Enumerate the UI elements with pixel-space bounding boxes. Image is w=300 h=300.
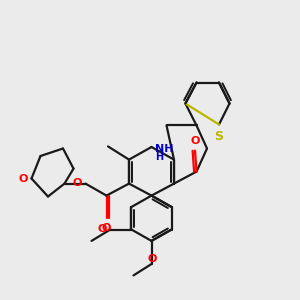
Text: S: S bbox=[214, 130, 224, 143]
Text: H: H bbox=[155, 152, 163, 162]
Text: O: O bbox=[102, 223, 111, 233]
Text: O: O bbox=[73, 178, 82, 188]
Text: O: O bbox=[98, 224, 107, 234]
Text: O: O bbox=[19, 173, 28, 184]
Text: O: O bbox=[147, 254, 157, 264]
Text: O: O bbox=[190, 136, 200, 146]
Text: NH: NH bbox=[155, 143, 174, 154]
